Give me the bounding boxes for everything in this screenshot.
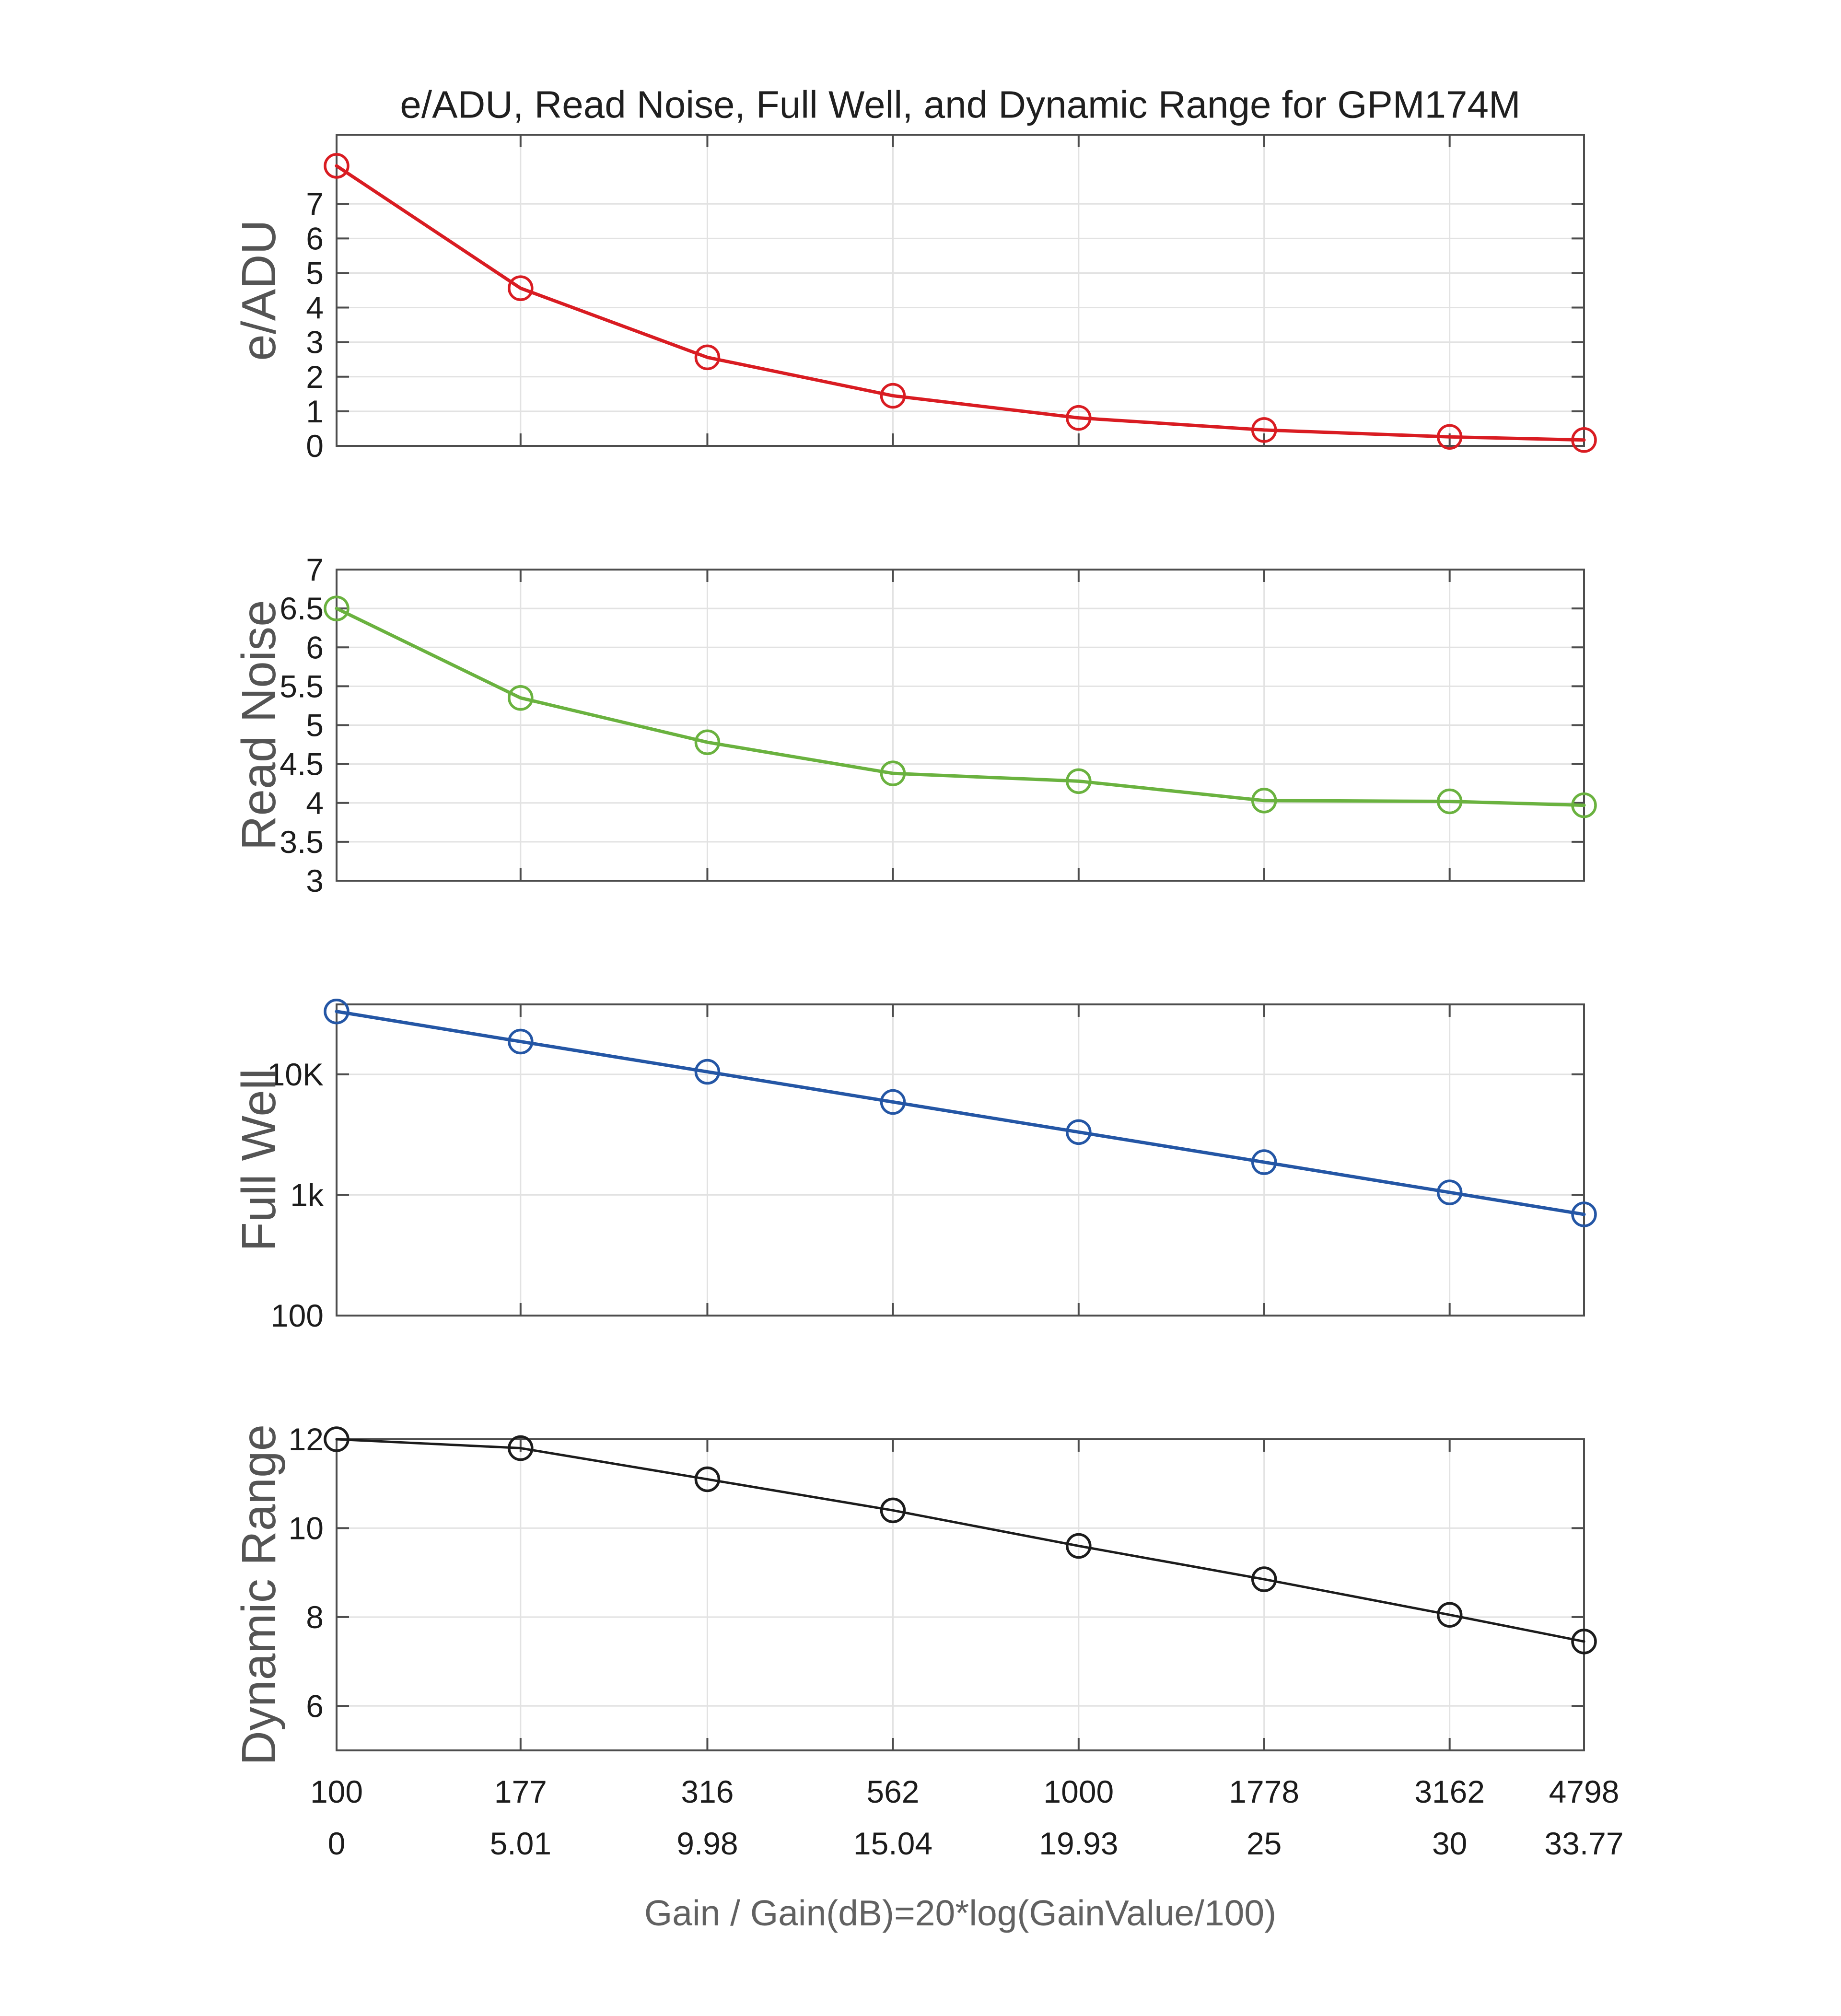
y-axis-label-e-adu: e/ADU xyxy=(232,220,286,361)
data-point-marker xyxy=(1251,1566,1277,1592)
x-axis-title: Gain / Gain(dB)=20*log(GainValue/100) xyxy=(644,1893,1276,1933)
y-tick-label: 2 xyxy=(306,359,324,395)
data-point-marker xyxy=(1436,424,1463,450)
y-tick-label: 7 xyxy=(306,552,324,587)
x-tick-label-gain-db: 0 xyxy=(328,1826,346,1861)
data-point-marker xyxy=(324,153,350,179)
data-point-marker xyxy=(694,344,721,371)
y-tick-label: 12 xyxy=(289,1422,324,1457)
data-point-marker xyxy=(508,685,534,711)
y-tick-label: 5 xyxy=(306,255,324,291)
series-line-e-adu xyxy=(335,164,1586,442)
x-tick-label-gain: 1000 xyxy=(1043,1774,1114,1809)
data-point-marker xyxy=(1251,417,1277,443)
data-point-marker xyxy=(1571,1201,1597,1227)
chart-title: e/ADU, Read Noise, Full Well, and Dynami… xyxy=(400,83,1520,126)
x-axis-tick-labels: 10001775.013169.9856215.04100019.9317782… xyxy=(310,1774,1624,1861)
y-tick-label: 6 xyxy=(306,221,324,256)
axes-box xyxy=(336,569,1585,882)
x-tick-label-gain: 1778 xyxy=(1229,1774,1299,1809)
x-tick-label-gain: 3162 xyxy=(1414,1774,1485,1809)
data-point-marker xyxy=(1251,1149,1277,1175)
data-point-marker xyxy=(1066,405,1092,431)
data-point-marker xyxy=(880,383,906,409)
data-point-marker xyxy=(1436,788,1463,815)
x-tick-label-gain-db: 15.04 xyxy=(853,1826,932,1861)
y-tick-label: 10K xyxy=(268,1057,324,1092)
data-point-marker xyxy=(880,1497,906,1524)
data-point-marker xyxy=(1251,788,1277,814)
data-point-marker xyxy=(880,1089,906,1115)
x-tick-label-gain-db: 25 xyxy=(1247,1826,1282,1861)
x-tick-label-gain-db: 33.77 xyxy=(1544,1826,1623,1861)
data-point-marker xyxy=(1066,768,1092,794)
x-tick-label-gain: 100 xyxy=(310,1774,363,1809)
x-tick-label-gain: 177 xyxy=(494,1774,547,1809)
data-point-marker xyxy=(1066,1119,1092,1145)
x-tick-label-gain: 562 xyxy=(866,1774,919,1809)
y-tick-label: 5 xyxy=(306,708,324,743)
data-point-marker xyxy=(1066,1533,1092,1559)
y-tick-label: 3 xyxy=(306,325,324,360)
data-point-marker xyxy=(1571,427,1597,453)
y-axis-label-full-well: Full Well xyxy=(232,1069,286,1252)
data-point-marker xyxy=(1571,1629,1597,1655)
data-point-marker xyxy=(694,1466,721,1492)
y-tick-label: 7 xyxy=(306,186,324,221)
data-point-marker xyxy=(324,1426,350,1452)
y-tick-label: 4 xyxy=(306,290,324,326)
subplot-read-noise: 33.544.55 5.566.5 7 Read Noise xyxy=(232,552,1597,898)
data-point-marker xyxy=(694,1059,721,1085)
data-point-marker xyxy=(694,729,721,755)
series-line-dynamic-range xyxy=(335,1438,1585,1643)
y-tick-label: 1k xyxy=(290,1177,324,1212)
y-tick-label: 6.5 xyxy=(280,591,324,626)
y-tick-label: 3 xyxy=(306,863,324,898)
x-tick-label-gain: 316 xyxy=(681,1774,734,1809)
x-tick-label-gain-db: 19.93 xyxy=(1039,1826,1118,1861)
axes-box xyxy=(336,134,1585,447)
data-point-marker xyxy=(1436,1602,1463,1628)
data-point-marker xyxy=(324,595,350,621)
axes-box xyxy=(336,1438,1585,1751)
x-tick-label-gain: 4798 xyxy=(1549,1774,1620,1809)
axes-box xyxy=(336,1003,1585,1317)
x-tick-label-gain-db: 30 xyxy=(1432,1826,1467,1861)
y-tick-label: 5.5 xyxy=(280,668,324,704)
data-point-marker xyxy=(508,275,534,301)
y-tick-label: 6 xyxy=(306,629,324,665)
x-tick-label-gain-db: 5.01 xyxy=(490,1826,551,1861)
data-point-marker xyxy=(508,1028,534,1055)
data-point-marker xyxy=(508,1435,534,1461)
y-tick-label: 3.5 xyxy=(280,824,324,860)
data-point-marker xyxy=(880,760,906,786)
x-tick-label-gain-db: 9.98 xyxy=(676,1826,738,1861)
y-tick-label: 4.5 xyxy=(280,746,324,782)
data-point-marker xyxy=(1571,792,1597,818)
data-point-marker xyxy=(324,999,350,1025)
y-axis-label-read-noise: Read Noise xyxy=(232,600,286,851)
series-line-read-noise xyxy=(335,606,1586,807)
series-line-full-well xyxy=(335,1010,1586,1216)
y-axis-label-dynamic-range: Dynamic Range xyxy=(232,1424,286,1765)
y-tick-label: 0 xyxy=(306,428,324,464)
data-point-marker xyxy=(1436,1179,1463,1205)
y-tick-label: 100 xyxy=(271,1298,324,1333)
y-tick-label: 4 xyxy=(306,785,324,821)
y-tick-label: 1 xyxy=(306,394,324,429)
y-tick-label: 10 xyxy=(289,1510,324,1546)
y-tick-label: 6 xyxy=(306,1688,324,1724)
y-tick-label: 8 xyxy=(306,1599,324,1635)
